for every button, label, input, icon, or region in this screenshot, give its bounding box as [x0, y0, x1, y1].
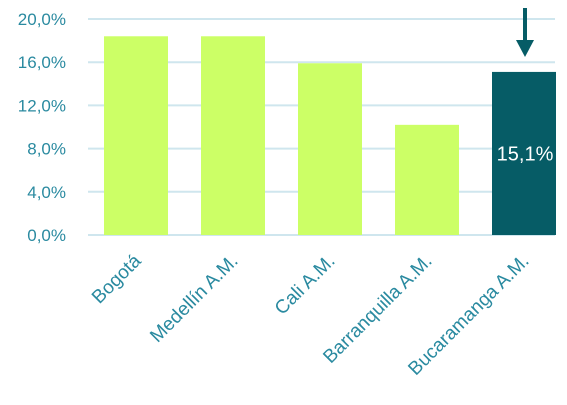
data-label: 15,1% — [497, 143, 554, 165]
y-tick-label: 20,0% — [18, 10, 66, 29]
bar — [104, 36, 168, 235]
arrow-down-icon — [516, 8, 534, 57]
y-tick-label: 8,0% — [27, 140, 66, 159]
bars — [104, 36, 556, 235]
y-tick-label: 12,0% — [18, 96, 66, 115]
y-axis-ticks: 0,0% 4,0% 8,0% 12,0% 16,0% 20,0% — [18, 10, 66, 245]
x-tick-label: Bogotá — [88, 250, 146, 308]
x-tick-label: Cali A.M. — [271, 251, 340, 320]
bar — [201, 36, 265, 235]
bar-highlighted — [492, 71, 556, 235]
bar — [298, 63, 362, 235]
y-tick-label: 16,0% — [18, 53, 66, 72]
bar — [395, 124, 459, 235]
x-axis-labels: Bogotá Medellín A.M. Cali A.M.Barranquilla… — [88, 250, 533, 379]
x-tick-label: Medellín A.M. — [146, 251, 242, 347]
annotations: 15,1% — [497, 8, 554, 165]
y-tick-label: 4,0% — [27, 183, 66, 202]
y-tick-label: 0,0% — [27, 226, 66, 245]
arrow-head — [516, 40, 534, 57]
